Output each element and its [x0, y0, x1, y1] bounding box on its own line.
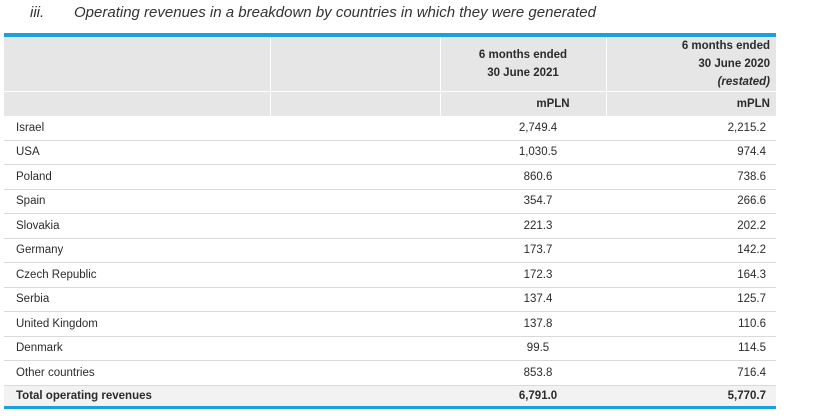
country-name: Spain: [4, 189, 440, 214]
value-2021: 354.7: [440, 189, 606, 214]
country-name: Poland: [4, 164, 440, 190]
value-2020: 202.2: [606, 213, 776, 239]
total-row: Total operating revenues 6,791.0 5,770.7: [4, 385, 776, 406]
country-name: Czech Republic: [4, 262, 440, 288]
revenue-by-country-table: 6 months ended 30 June 2021 6 months end…: [4, 37, 776, 406]
total-label: Total operating revenues: [4, 385, 440, 406]
value-2020: 266.6: [606, 189, 776, 214]
value-2020: 2,215.2: [606, 116, 776, 141]
country-name: United Kingdom: [4, 311, 440, 337]
value-2020: 114.5: [606, 336, 776, 361]
country-name: Serbia: [4, 287, 440, 312]
table-row: Israel 2,749.4 2,215.2: [4, 116, 776, 141]
table-row: Czech Republic 172.3 164.3: [4, 262, 776, 288]
country-name: Germany: [4, 238, 440, 263]
table-row: Germany 173.7 142.2: [4, 238, 776, 263]
table-row: Other countries 853.8 716.4: [4, 360, 776, 386]
unit-2021: mPLN: [440, 91, 607, 116]
country-name: Slovakia: [4, 213, 440, 239]
value-2020: 125.7: [606, 287, 776, 312]
unit-2020: mPLN: [606, 91, 776, 116]
value-2021: 2,749.4: [440, 116, 606, 141]
value-2021: 137.8: [440, 311, 606, 337]
table-bottom-rule: [4, 405, 776, 409]
header-2021-line2: 30 June 2021: [487, 67, 559, 79]
country-name: Other countries: [4, 360, 440, 386]
country-name: USA: [4, 140, 440, 165]
value-2021: 1,030.5: [440, 140, 606, 165]
header-empty-2: [270, 37, 441, 92]
table-unit-row: mPLN mPLN: [4, 91, 776, 116]
total-2020: 5,770.7: [606, 385, 776, 406]
table-row: Slovakia 221.3 202.2: [4, 213, 776, 239]
country-name: Israel: [4, 116, 440, 141]
section-number: iii.: [30, 4, 45, 21]
header-col-2021: 6 months ended 30 June 2021: [440, 37, 607, 92]
value-2021: 172.3: [440, 262, 606, 288]
header-2020-line1: 6 months ended: [681, 40, 770, 52]
value-2021: 137.4: [440, 287, 606, 312]
value-2021: 173.7: [440, 238, 606, 263]
value-2020: 142.2: [606, 238, 776, 263]
value-2020: 716.4: [606, 360, 776, 386]
table-header-row: 6 months ended 30 June 2021 6 months end…: [4, 37, 776, 92]
value-2020: 164.3: [606, 262, 776, 288]
section-title: Operating revenues in a breakdown by cou…: [74, 4, 596, 21]
revenue-table-container: 6 months ended 30 June 2021 6 months end…: [4, 33, 776, 409]
section-heading: iii. Operating revenues in a breakdown by…: [30, 4, 596, 21]
table-row: United Kingdom 137.8 110.6: [4, 311, 776, 337]
header-col-2020: 6 months ended 30 June 2020 (restated): [606, 37, 776, 92]
unit-empty-1: [4, 91, 271, 116]
value-2020: 738.6: [606, 164, 776, 190]
value-2021: 99.5: [440, 336, 606, 361]
header-empty-1: [4, 37, 271, 92]
total-2021: 6,791.0: [440, 385, 606, 406]
header-2020-restated: (restated): [717, 76, 770, 88]
table-row: USA 1,030.5 974.4: [4, 140, 776, 165]
header-2020-line2: 30 June 2020: [698, 58, 770, 70]
table-row: Denmark 99.5 114.5: [4, 336, 776, 361]
table-row: Spain 354.7 266.6: [4, 189, 776, 214]
table-body: Israel 2,749.4 2,215.2 USA 1,030.5 974.4 Polan…: [4, 116, 776, 406]
value-2020: 974.4: [606, 140, 776, 165]
table-top-rule: [4, 33, 776, 37]
header-2021-line1: 6 months ended: [478, 49, 568, 61]
value-2021: 221.3: [440, 213, 606, 239]
table-row: Poland 860.6 738.6: [4, 164, 776, 190]
value-2021: 853.8: [440, 360, 606, 386]
value-2021: 860.6: [440, 164, 606, 190]
country-name: Denmark: [4, 336, 440, 361]
unit-empty-2: [270, 91, 441, 116]
value-2020: 110.6: [606, 311, 776, 337]
table-row: Serbia 137.4 125.7: [4, 287, 776, 312]
